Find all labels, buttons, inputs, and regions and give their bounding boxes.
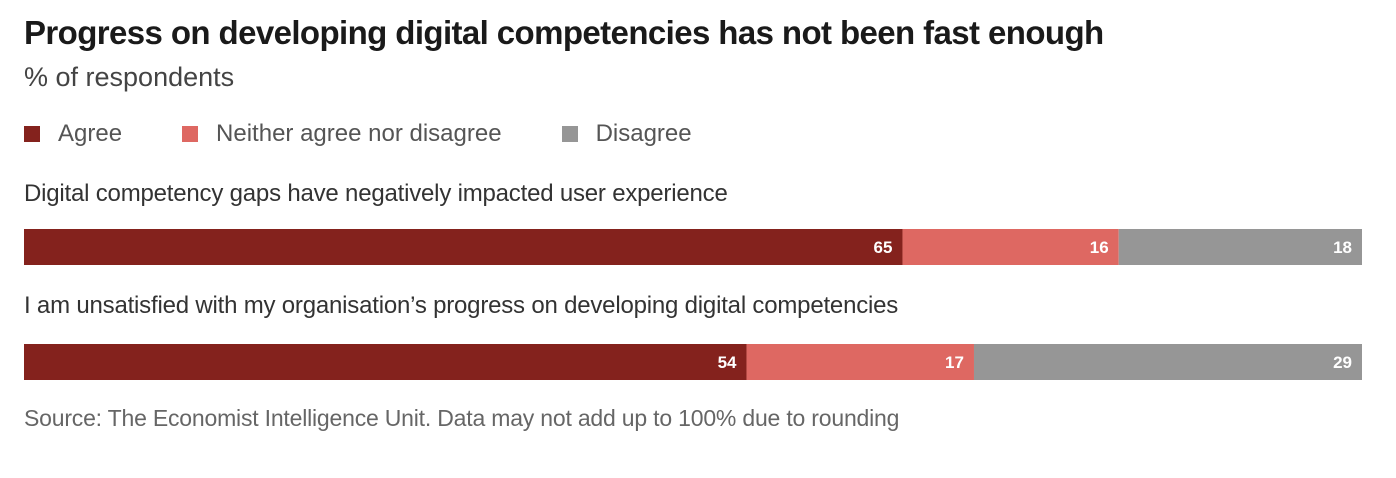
category-label-1: Digital competency gaps have negatively … — [24, 180, 728, 207]
data-label-agree-row-1: 65 — [874, 238, 893, 257]
bar-neither-row-1 — [902, 229, 1119, 265]
legend-swatch-neither — [182, 126, 199, 142]
legend-item-disagree: Disagree — [561, 120, 692, 148]
bar-neither-row-2 — [746, 344, 974, 380]
data-label-agree-row-2: 54 — [718, 353, 737, 372]
legend-label-agree: Agree — [58, 120, 123, 147]
legend-item-agree: Agree — [24, 120, 122, 148]
bar-agree-row-2 — [24, 344, 747, 380]
source-note: Source: The Economist Intelligence Unit.… — [24, 405, 900, 431]
legend-label-neither: Neither agree nor disagree — [216, 120, 502, 147]
data-label-neither-row-2: 17 — [945, 353, 964, 372]
legend: Agree Neither agree nor disagree Disagre… — [24, 119, 752, 149]
chart-title: Progress on developing digital competenc… — [24, 14, 1104, 51]
legend-swatch-disagree — [561, 126, 578, 142]
data-label-disagree-row-2: 29 — [1333, 353, 1352, 372]
data-label-neither-row-1: 16 — [1090, 238, 1109, 257]
bar-disagree-row-2 — [973, 344, 1362, 380]
chart-subtitle: % of respondents — [24, 62, 235, 92]
bar-agree-row-1 — [24, 229, 903, 265]
legend-label-disagree: Disagree — [595, 120, 692, 147]
category-label-2: I am unsatisfied with my organisation’s … — [24, 292, 899, 319]
legend-item-neither: Neither agree nor disagree — [182, 120, 502, 148]
data-label-disagree-row-1: 18 — [1333, 238, 1352, 257]
legend-swatch-agree — [24, 126, 40, 142]
bar-disagree-row-1 — [1118, 229, 1362, 265]
